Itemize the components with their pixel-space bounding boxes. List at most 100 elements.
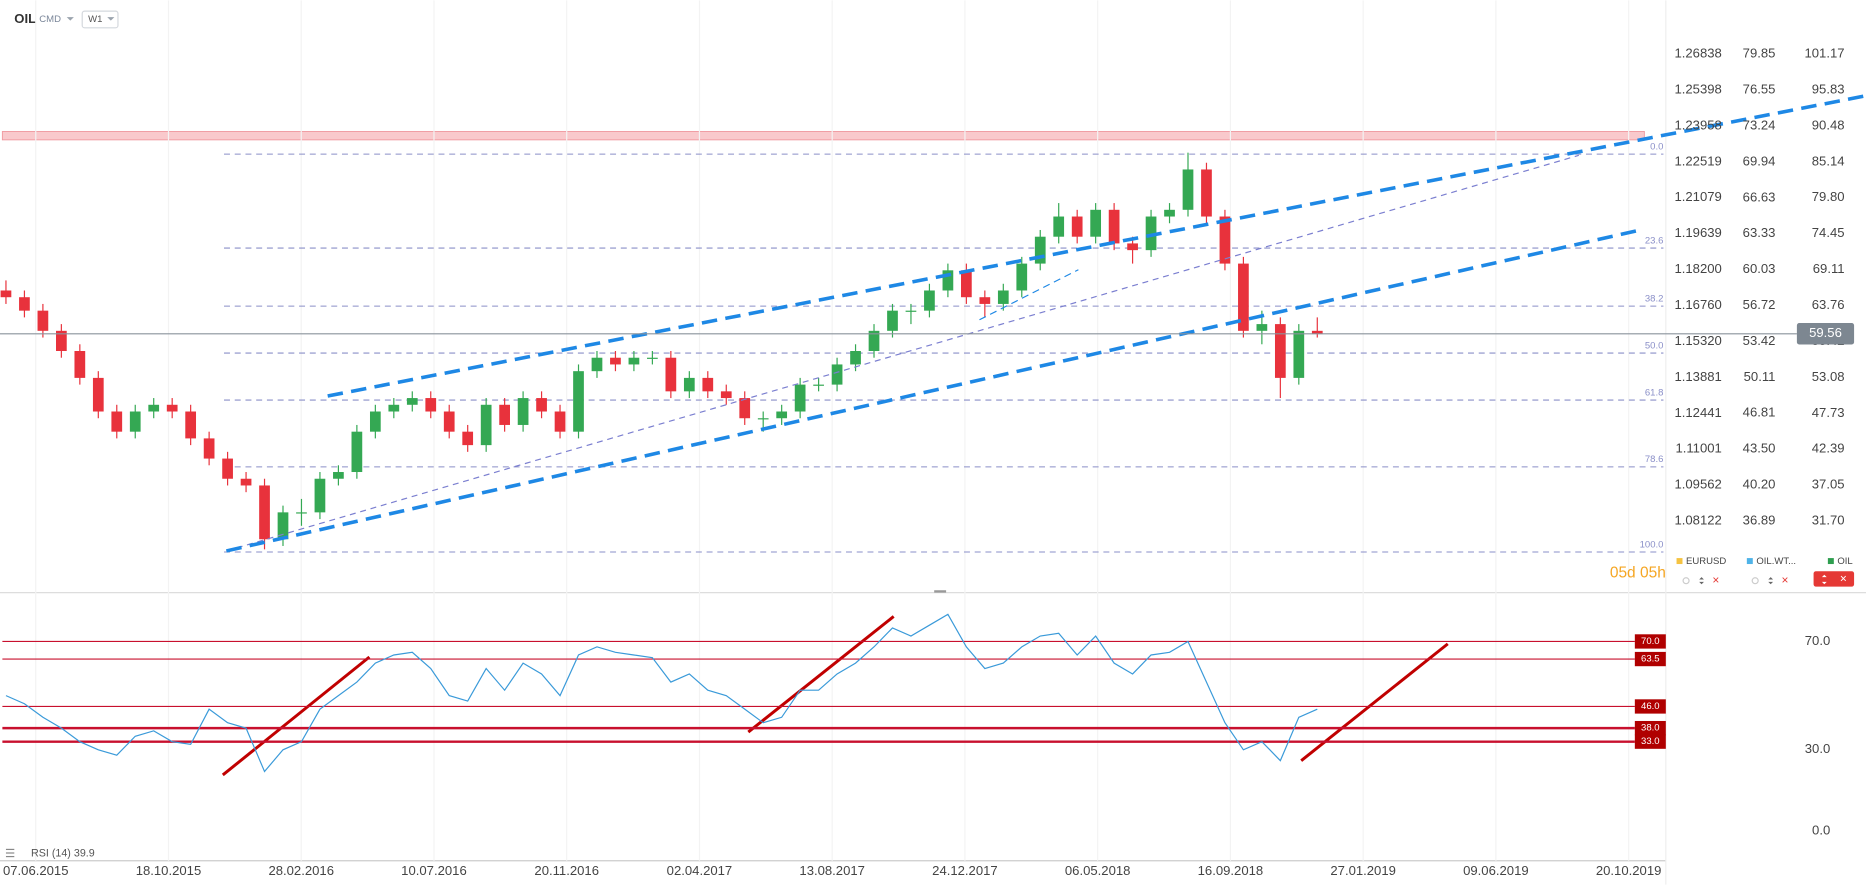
candle-body (850, 350, 861, 365)
move-icon[interactable] (1821, 574, 1827, 585)
oilwti-tick-label: 36.89 (1743, 513, 1776, 528)
candle-body (517, 398, 529, 425)
oilwti-tick-label: 40.20 (1743, 477, 1776, 492)
interval-box[interactable] (81, 10, 119, 29)
fibonacci: 0.0 23.6 38.2 50.0 61.8 78.6 100.0 (224, 142, 1663, 553)
market[interactable]: CMD (39, 14, 61, 25)
legend-label: EURUSD (1686, 556, 1726, 567)
oil-tick-label: 95.83 (1812, 81, 1845, 96)
rsi-level-label: 33.0 (1641, 736, 1660, 747)
resize-handle[interactable] (934, 590, 947, 593)
move-icon[interactable] (1699, 577, 1704, 585)
oilwti-tick-label: 43.50 (1743, 441, 1776, 456)
symbol[interactable]: OIL (14, 11, 36, 26)
candle-body (351, 431, 363, 473)
fib-label: 0.0 (1650, 142, 1663, 153)
candle-body (702, 377, 714, 392)
candles (0, 152, 1323, 550)
eurusd-tick-label: 1.16760 (1674, 297, 1721, 312)
eurusd-tick-label: 1.21079 (1674, 189, 1721, 204)
remove-icon[interactable]: × (1840, 572, 1847, 586)
candle-body (868, 330, 880, 351)
oil-tick-label: 53.08 (1812, 369, 1845, 384)
x-tick-label: 09.06.2019 (1463, 863, 1529, 878)
fib-label: 50.0 (1645, 340, 1664, 351)
move-icon[interactable] (1768, 577, 1774, 585)
candle-body (1108, 209, 1120, 244)
rsi-level-label: 63.5 (1641, 654, 1660, 665)
candle-body (757, 418, 769, 420)
candle-body (203, 438, 215, 459)
candle-body (129, 411, 141, 432)
candle-body (720, 391, 732, 399)
eurusd-tick-label: 1.12441 (1674, 405, 1721, 420)
candle-body (905, 310, 917, 312)
active-controls[interactable] (1813, 571, 1855, 587)
rsi-name: RSI (14) (31, 847, 71, 859)
remove-icon[interactable]: × (1781, 573, 1788, 587)
dropdown-arrow[interactable] (66, 17, 74, 21)
rsi-tick-label: 70.0 (1805, 633, 1830, 648)
legend-swatch (1676, 558, 1683, 565)
rsi-level-tag (1634, 720, 1666, 736)
axes: 101.17 95.83 90.48 85.14 79.80 74.45 69.11 63.7… (0, 45, 1855, 878)
rsi-level-tag (1634, 699, 1666, 714)
candle-body (997, 290, 1009, 304)
candle-body (406, 398, 418, 405)
candle-body (554, 411, 566, 432)
oilwti-tick-label: 69.94 (1743, 153, 1776, 168)
eurusd-tick-label: 1.19639 (1674, 225, 1721, 240)
eurusd-tick-label: 1.25398 (1674, 81, 1721, 96)
eurusd-tick-label: 1.15320 (1674, 333, 1721, 348)
candle-body (1219, 216, 1231, 264)
candle-body (37, 310, 49, 331)
eurusd-tick-label: 1.22519 (1674, 153, 1721, 168)
oil-tick-label: 63.76 (1812, 297, 1845, 312)
icon (5, 855, 15, 858)
candle-body (259, 485, 270, 540)
eurusd-tick-label: 1.11001 (1675, 441, 1721, 456)
oil-tick-label: 31.70 (1812, 513, 1845, 528)
oil-tick-label: 85.14 (1812, 153, 1845, 168)
dropdown-arrow[interactable] (107, 17, 115, 21)
candle-body (573, 371, 584, 432)
candle-body (277, 512, 289, 540)
oil-tick-label: 47.73 (1812, 405, 1845, 420)
candle-body (1274, 324, 1286, 378)
fib-label: 61.8 (1645, 387, 1664, 398)
oil-tick-label: 101.17 (1804, 45, 1844, 60)
candle-body (591, 357, 603, 372)
oil-tick-label: 79.80 (1812, 189, 1845, 204)
rsi-tick-label: 0.0 (1812, 823, 1830, 838)
eurusd-tick-label: 1.23958 (1674, 117, 1721, 132)
remove-icon[interactable]: × (1712, 573, 1719, 587)
trend-line (979, 269, 1079, 321)
candle-body (1016, 263, 1028, 291)
candle-body (19, 297, 30, 311)
candle-body (462, 431, 474, 446)
candle-body (240, 478, 252, 486)
visibility-icon[interactable] (1682, 577, 1690, 585)
candle-body (296, 512, 307, 514)
visibility-icon[interactable] (1751, 577, 1759, 585)
candle-body (388, 404, 400, 412)
eurusd-tick-label: 1.18200 (1674, 261, 1721, 276)
legend: EURUSD OIL.WT... OIL × × × (1676, 556, 1855, 587)
candle-body (961, 270, 972, 298)
legend-label: OIL.WT... (1756, 556, 1796, 567)
oil-tick-label: 74.45 (1812, 225, 1845, 240)
candle-body (443, 411, 455, 432)
rsi-last: 39.9 (74, 847, 95, 859)
fib-label: 23.6 (1645, 235, 1664, 246)
interval[interactable]: W1 (88, 14, 102, 25)
rsi-level-label: 46.0 (1641, 701, 1660, 712)
rsi-level-tag (1634, 734, 1666, 749)
oilwti-tick-label: 56.72 (1743, 297, 1776, 312)
candle-body (1053, 216, 1065, 237)
icon (5, 852, 15, 854)
eurusd-tick-label: 1.13881 (1674, 369, 1721, 384)
candle-body (0, 290, 12, 298)
eurusd-tick-label: 1.26838 (1674, 45, 1721, 60)
candle-body (1201, 169, 1212, 217)
